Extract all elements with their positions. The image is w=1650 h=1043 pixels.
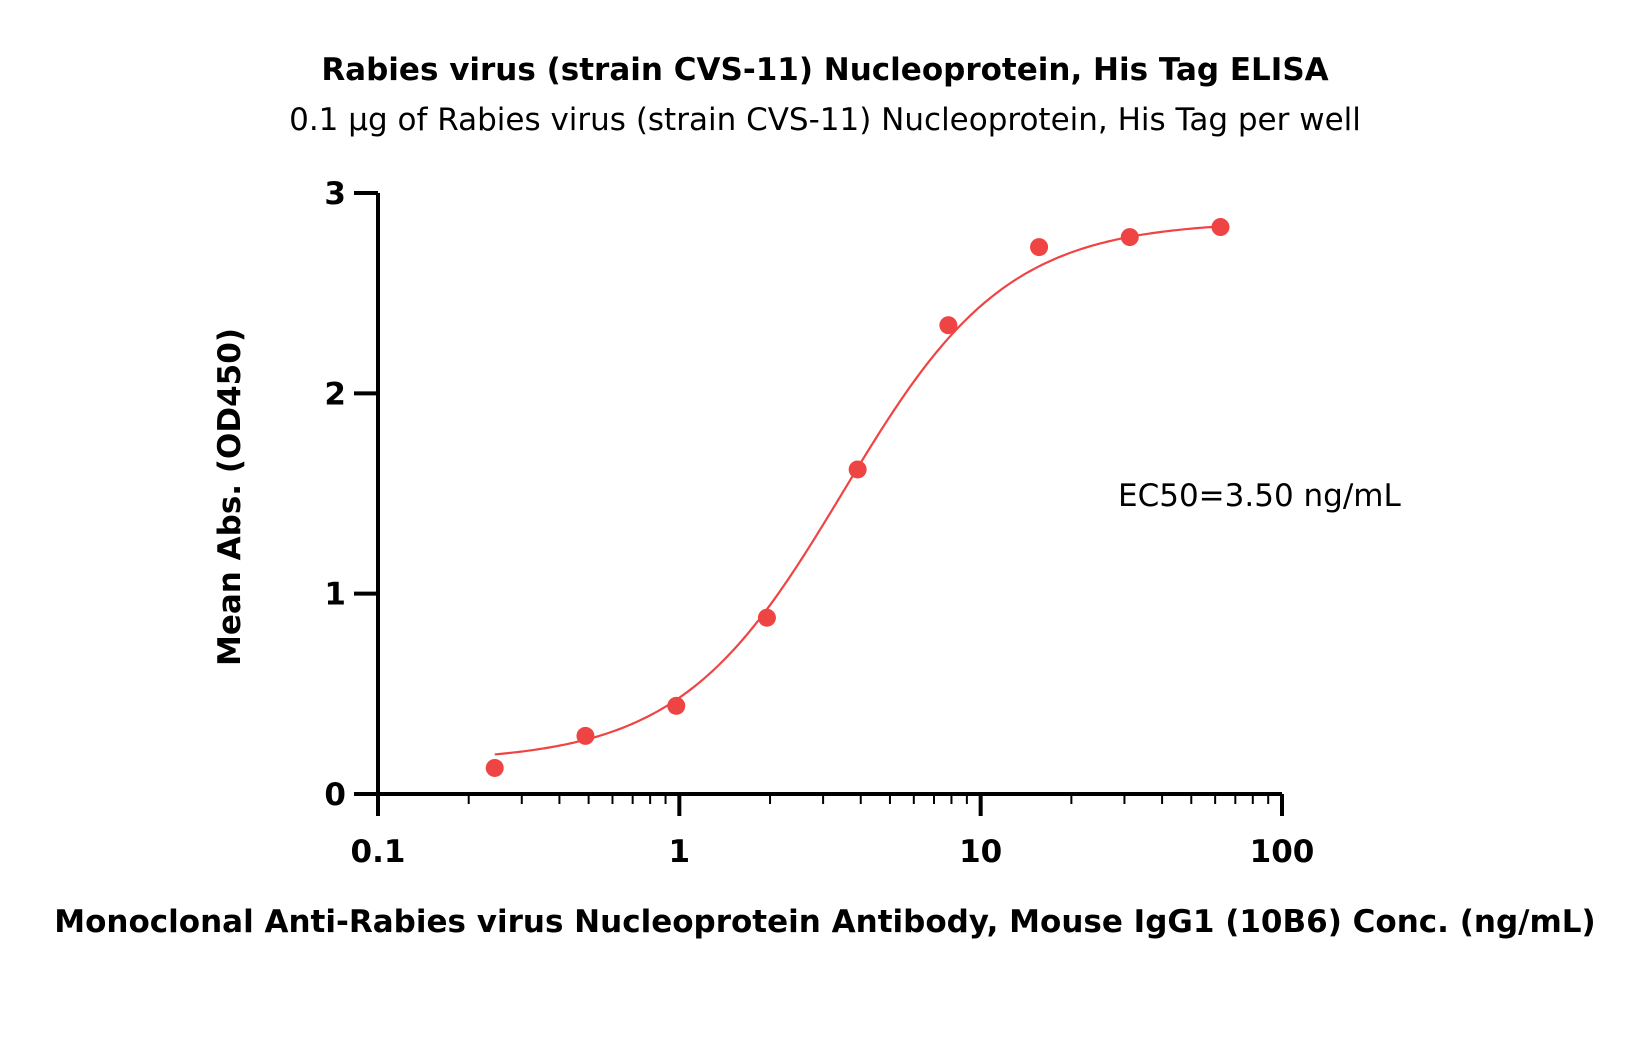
data-point [1120, 228, 1139, 247]
x-axis-label: Monoclonal Anti-Rabies virus Nucleoprote… [54, 904, 1595, 940]
x-tick-label: 10 [959, 834, 1002, 870]
data-point [1211, 218, 1230, 237]
x-tick-label: 0.1 [351, 834, 406, 870]
fit-curve-line [494, 225, 1221, 756]
y-axis-label: Mean Abs. (OD450) [212, 328, 248, 666]
x-tick-label: 100 [1250, 834, 1315, 870]
fit-curve-layer [494, 225, 1221, 756]
chart-subtitle: 0.1 μg of Rabies virus (strain CVS-11) N… [289, 102, 1361, 138]
data-point [1030, 238, 1049, 257]
data-point [667, 696, 686, 715]
data-point [576, 726, 595, 745]
data-point [939, 316, 958, 335]
data-point [485, 758, 504, 777]
y-tick-label: 0 [324, 777, 346, 813]
x-tick-label: 1 [669, 834, 691, 870]
y-tick-label: 2 [324, 376, 346, 412]
ec50-annotation: EC50=3.50 ng/mL [1118, 478, 1401, 514]
axes: 0.1 1 10 100 0 1 2 3 [324, 176, 1314, 870]
data-points-layer [485, 218, 1230, 777]
data-point [757, 608, 776, 627]
chart-title: Rabies virus (strain CVS-11) Nucleoprote… [321, 52, 1328, 88]
y-tick-label: 1 [324, 577, 346, 613]
data-point [848, 460, 867, 479]
y-tick-label: 3 [324, 176, 346, 212]
